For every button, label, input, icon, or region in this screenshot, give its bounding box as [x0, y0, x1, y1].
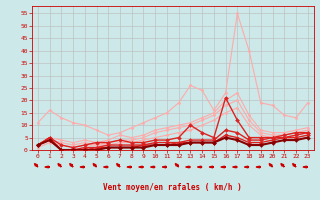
- Text: Vent moyen/en rafales ( km/h ): Vent moyen/en rafales ( km/h ): [103, 183, 242, 192]
